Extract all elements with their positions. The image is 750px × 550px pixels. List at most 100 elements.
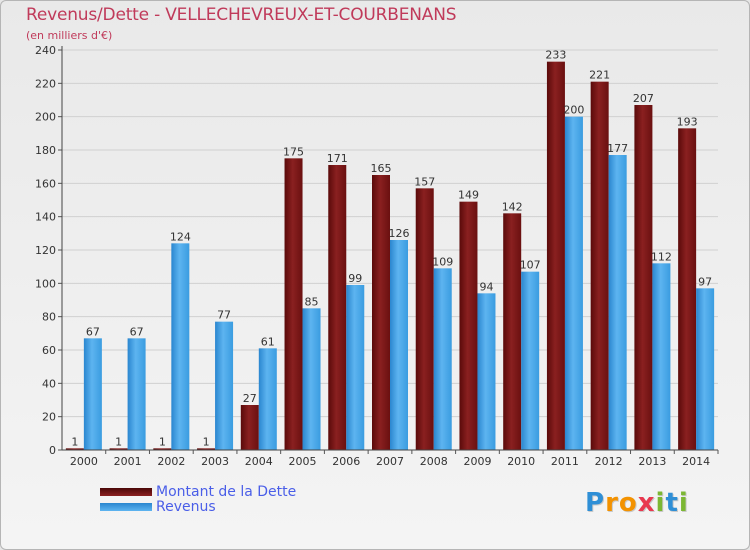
legend-swatch-dette — [100, 488, 152, 496]
data-label-revenus: 67 — [130, 325, 144, 338]
logo-letter: P — [585, 488, 606, 518]
bar-revenus — [83, 338, 102, 450]
x-tick-label: 2012 — [595, 455, 623, 468]
y-tick-label: 120 — [35, 244, 56, 257]
data-label-dette: 1 — [159, 435, 166, 448]
bar-revenus — [477, 293, 496, 450]
bar-revenus — [521, 271, 540, 450]
x-tick-label: 2009 — [463, 455, 491, 468]
y-tick-label: 140 — [35, 211, 56, 224]
logo-letter: r — [605, 488, 619, 518]
bar-dette — [415, 188, 434, 451]
data-label-dette: 142 — [502, 200, 523, 213]
data-label-dette: 193 — [677, 115, 698, 128]
bar-revenus — [433, 268, 452, 450]
legend-label-dette: Montant de la Dette — [156, 484, 297, 500]
x-tick-label: 2000 — [70, 455, 98, 468]
x-tick-label: 2005 — [289, 455, 317, 468]
data-label-dette: 157 — [414, 175, 435, 188]
y-tick-label: 40 — [42, 377, 56, 390]
bar-dette — [197, 448, 216, 450]
x-tick-label: 2001 — [114, 455, 142, 468]
data-label-dette: 165 — [371, 162, 392, 175]
bar-revenus — [127, 338, 146, 450]
data-label-revenus: 67 — [86, 325, 100, 338]
data-label-revenus: 97 — [698, 275, 712, 288]
x-tick-label: 2011 — [551, 455, 579, 468]
logo-letter: i — [678, 488, 689, 518]
bar-revenus — [696, 288, 715, 450]
bar-dette — [459, 201, 478, 450]
y-tick-label: 0 — [49, 444, 56, 457]
logo-letter: o — [618, 488, 638, 518]
x-tick-label: 2006 — [332, 455, 360, 468]
data-label-dette: 1 — [203, 435, 210, 448]
y-tick-label: 20 — [42, 411, 56, 424]
bar-dette — [65, 448, 84, 450]
legend-swatch-revenus — [100, 503, 152, 511]
bar-dette — [590, 81, 609, 451]
data-label-revenus: 99 — [348, 272, 362, 285]
data-label-dette: 175 — [283, 145, 304, 158]
bar-revenus — [302, 308, 321, 450]
data-label-dette: 27 — [243, 392, 257, 405]
data-label-dette: 171 — [327, 152, 348, 165]
bar-revenus — [258, 348, 277, 450]
bar-dette — [240, 405, 259, 450]
data-label-revenus: 200 — [563, 104, 584, 117]
data-label-revenus: 109 — [432, 255, 453, 268]
data-label-revenus: 124 — [170, 230, 191, 243]
data-label-revenus: 61 — [261, 335, 275, 348]
bar-revenus — [608, 155, 627, 450]
data-label-dette: 1 — [71, 435, 78, 448]
data-label-revenus: 112 — [651, 250, 672, 263]
y-tick-label: 100 — [35, 277, 56, 290]
proxiti-logo: Proxiti — [585, 488, 689, 518]
bar-dette — [503, 213, 522, 450]
data-label-revenus: 77 — [217, 309, 231, 322]
data-label-revenus: 85 — [305, 295, 319, 308]
y-tick-label: 80 — [42, 311, 56, 324]
bar-revenus — [652, 263, 671, 450]
y-tick-label: 60 — [42, 344, 56, 357]
x-tick-label: 2014 — [682, 455, 710, 468]
x-tick-label: 2003 — [201, 455, 229, 468]
y-tick-label: 240 — [35, 44, 56, 57]
data-label-revenus: 177 — [607, 142, 628, 155]
bar-revenus — [215, 321, 234, 450]
data-label-dette: 1 — [115, 435, 122, 448]
data-label-dette: 233 — [545, 49, 566, 62]
bar-dette — [678, 128, 697, 451]
x-tick-label: 2004 — [245, 455, 273, 468]
data-label-dette: 221 — [589, 69, 610, 82]
x-tick-label: 2002 — [157, 455, 185, 468]
bar-dette — [153, 448, 172, 450]
legend-label-revenus: Revenus — [156, 499, 216, 515]
y-tick-label: 220 — [35, 77, 56, 90]
logo-letter: x — [637, 488, 656, 518]
bar-dette — [546, 61, 565, 451]
x-tick-label: 2010 — [507, 455, 535, 468]
bar-revenus — [346, 285, 365, 450]
chart-title: Revenus/Dette - VELLECHEVREUX-ET-COURBEN… — [26, 5, 457, 25]
logo-letter: i — [655, 488, 666, 518]
bar-dette — [634, 105, 653, 450]
bar-revenus — [390, 240, 408, 450]
bar-dette — [328, 165, 347, 450]
data-label-revenus: 107 — [520, 259, 541, 272]
bar-revenus — [171, 243, 190, 450]
x-tick-label: 2008 — [420, 455, 448, 468]
bar-dette — [372, 175, 390, 450]
bar-revenus — [564, 116, 583, 451]
data-label-dette: 207 — [633, 92, 654, 105]
logo-letter: t — [665, 488, 679, 518]
bar-dette — [284, 158, 303, 451]
x-tick-label: 2007 — [376, 455, 404, 468]
data-label-revenus: 94 — [479, 280, 493, 293]
data-label-revenus: 126 — [389, 227, 410, 240]
bar-dette — [109, 448, 128, 450]
y-tick-label: 200 — [35, 111, 56, 124]
y-tick-label: 160 — [35, 177, 56, 190]
data-label-dette: 149 — [458, 189, 479, 202]
